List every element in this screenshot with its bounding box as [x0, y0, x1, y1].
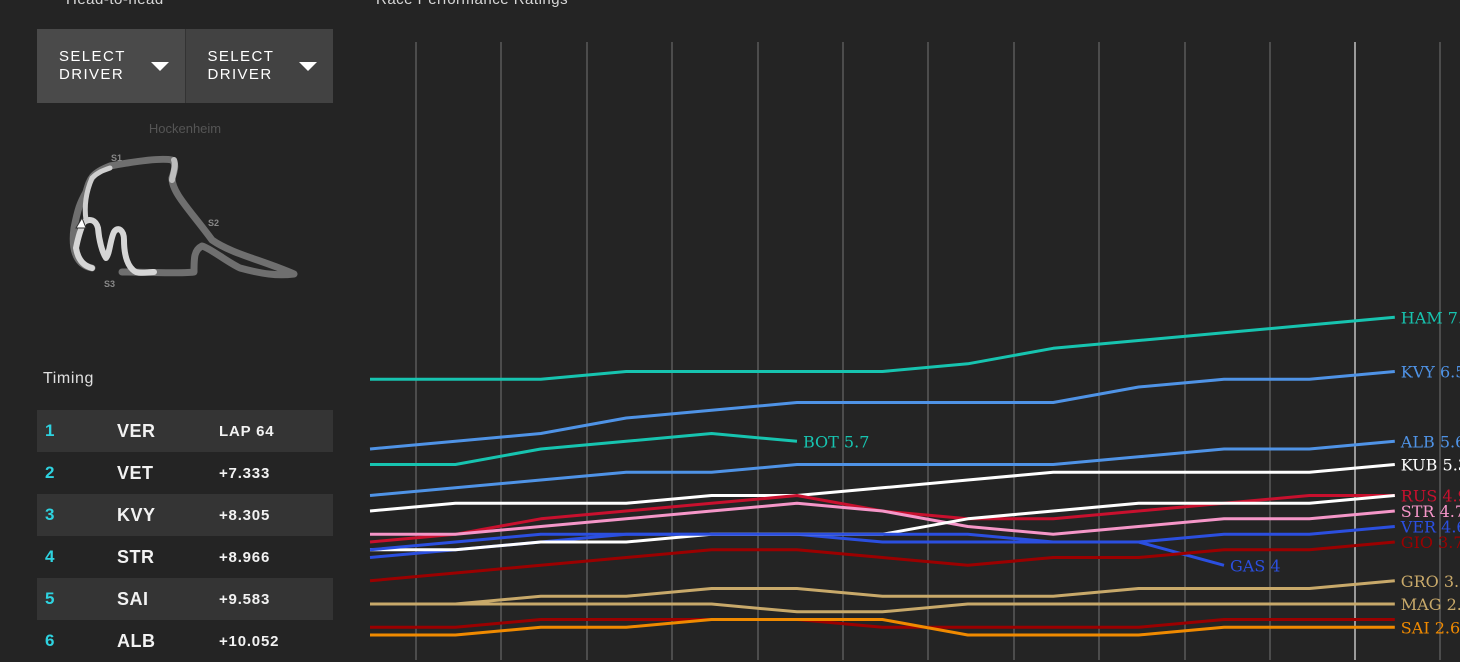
position: 5 — [45, 589, 55, 608]
series-line-ver[interactable] — [369, 525, 1395, 559]
series-label-gas: GAS 4 — [1230, 556, 1281, 575]
caret-down-icon — [299, 61, 317, 71]
series-line-gro[interactable] — [370, 579, 1395, 606]
driver-code: SAI — [117, 588, 149, 609]
series-line-gas[interactable] — [369, 532, 1225, 567]
gap: +8.966 — [219, 548, 271, 566]
series-line-alb[interactable] — [369, 439, 1395, 497]
position: 6 — [45, 631, 55, 650]
series-label-rus: RUS 4.9 — [1401, 487, 1460, 506]
ratings-title: Race Performance Ratings — [376, 0, 568, 8]
sector-s1-label: S1 — [111, 153, 122, 163]
track-map-icon: S1 S2 S3 — [69, 153, 298, 289]
series-label-sai: SAI 2.6 — [1401, 618, 1460, 637]
track-name: Hockenheim — [148, 121, 222, 136]
sector-s2-label: S2 — [208, 218, 219, 228]
series-label-kub: KUB 5.3 — [1401, 456, 1460, 475]
position: 4 — [45, 547, 55, 566]
series-line-ham[interactable] — [370, 315, 1395, 381]
driver-code: VET — [117, 462, 154, 483]
timing-label: Timing — [43, 370, 95, 387]
driver-code: ALB — [117, 630, 156, 651]
caret-down-icon — [150, 61, 169, 71]
select-driver-1-button[interactable]: SELECT DRIVER — [37, 29, 185, 103]
position: 3 — [45, 505, 55, 524]
select-driver-2-button[interactable]: SELECT DRIVER — [184, 29, 333, 103]
sector-s3-label: S3 — [104, 279, 115, 289]
series-label-bot: BOT 5.7 — [803, 432, 869, 451]
timing-row[interactable]: 6 ALB +10.052 — [37, 620, 333, 662]
series-label-ver: VER 4.6 — [1400, 518, 1460, 537]
timing-row[interactable]: 1 VER LAP 64 — [37, 410, 333, 452]
driver-code: VER — [117, 420, 156, 441]
gap: +9.583 — [219, 590, 271, 608]
select-driver-2-label: SELECT DRIVER — [207, 48, 275, 83]
driver-selector: SELECT DRIVER SELECT DRIVER — [37, 29, 333, 103]
gap: +10.052 — [219, 632, 280, 650]
series-label-gio: GIO 3.7 — [1401, 533, 1460, 552]
series-line-gio[interactable] — [369, 540, 1395, 583]
series-label-ham: HAM 7.3 — [1401, 308, 1460, 327]
series-line-str[interactable] — [370, 501, 1395, 536]
timing-row[interactable]: 5 SAI +9.583 — [37, 578, 333, 620]
series-line-kub[interactable] — [369, 463, 1395, 513]
head-to-head-title: Head-to-head — [66, 0, 164, 8]
series-line-bot[interactable] — [370, 432, 798, 466]
timing-row[interactable]: 2 VET +7.333 — [37, 452, 333, 494]
timing-row[interactable]: 3 KVY +8.305 — [37, 494, 333, 536]
gap: +8.305 — [219, 506, 271, 524]
driver-code: KVY — [117, 504, 156, 525]
series-label-str: STR 4.7 — [1401, 502, 1460, 521]
series-line-kvy[interactable] — [369, 370, 1395, 451]
gap: LAP 64 — [219, 422, 275, 440]
gap: +7.333 — [219, 464, 271, 482]
series-label-alb: ALB 5.6 — [1400, 432, 1460, 451]
series-line-rai[interactable] — [370, 618, 1395, 629]
position: 1 — [45, 421, 55, 440]
series-label-kvy: KVY 6.5 — [1401, 363, 1460, 382]
position: 2 — [45, 463, 55, 482]
series-line-sai[interactable] — [370, 618, 1395, 637]
timing-row[interactable]: 4 STR +8.966 — [37, 536, 333, 578]
ratings-chart: HAM 7.3 KVY 6.5 BOT 5.7 ALB 5.6 KUB 5.3 RUS 4… — [369, 42, 1460, 660]
timing-table: 1 VER LAP 64 2 VET +7.333 3 KVY +8.305 4… — [37, 410, 333, 662]
select-driver-1-label: SELECT DRIVER — [59, 48, 126, 83]
series-label-gro: GRO 3.2 — [1401, 572, 1460, 591]
series-line-mag[interactable] — [370, 602, 1395, 614]
series-label-mag: MAG 2.9 — [1401, 595, 1460, 614]
driver-code: STR — [117, 546, 155, 567]
